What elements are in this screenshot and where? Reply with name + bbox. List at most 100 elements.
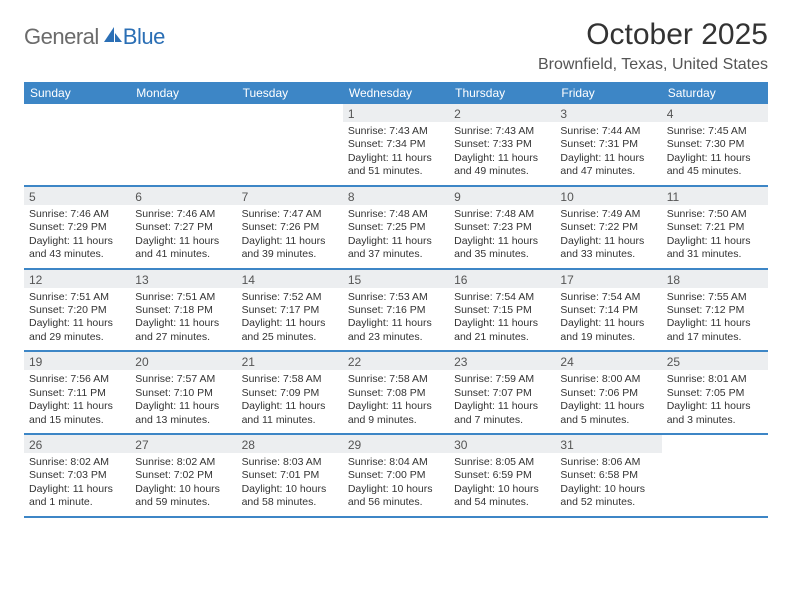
sunrise-text: Sunrise: 7:49 AM	[560, 208, 656, 221]
day-cell	[24, 104, 130, 185]
day-number: 23	[449, 352, 555, 370]
daylight-text: Daylight: 11 hours and 13 minutes.	[135, 400, 231, 427]
sunrise-text: Sunrise: 7:59 AM	[454, 373, 550, 386]
sunset-text: Sunset: 7:00 PM	[348, 469, 444, 482]
day-body: Sunrise: 7:52 AMSunset: 7:17 PMDaylight:…	[237, 288, 343, 351]
day-body: Sunrise: 7:46 AMSunset: 7:27 PMDaylight:…	[130, 205, 236, 268]
day-number	[237, 104, 343, 122]
day-cell: 26Sunrise: 8:02 AMSunset: 7:03 PMDayligh…	[24, 435, 130, 516]
daylight-text: Daylight: 11 hours and 45 minutes.	[667, 152, 763, 179]
day-number: 21	[237, 352, 343, 370]
daylight-text: Daylight: 11 hours and 1 minute.	[29, 483, 125, 510]
day-number: 17	[555, 270, 661, 288]
day-cell: 27Sunrise: 8:02 AMSunset: 7:02 PMDayligh…	[130, 435, 236, 516]
day-cell	[130, 104, 236, 185]
calendar-page: General Blue October 2025 Brownfield, Te…	[0, 0, 792, 518]
day-cell: 25Sunrise: 8:01 AMSunset: 7:05 PMDayligh…	[662, 352, 768, 433]
day-number: 15	[343, 270, 449, 288]
daylight-text: Daylight: 11 hours and 5 minutes.	[560, 400, 656, 427]
sunrise-text: Sunrise: 8:05 AM	[454, 456, 550, 469]
day-body: Sunrise: 7:46 AMSunset: 7:29 PMDaylight:…	[24, 205, 130, 268]
day-cell: 3Sunrise: 7:44 AMSunset: 7:31 PMDaylight…	[555, 104, 661, 185]
day-body: Sunrise: 8:05 AMSunset: 6:59 PMDaylight:…	[449, 453, 555, 516]
day-body	[662, 453, 768, 511]
sunset-text: Sunset: 7:07 PM	[454, 387, 550, 400]
sunrise-text: Sunrise: 7:43 AM	[454, 125, 550, 138]
sunrise-text: Sunrise: 7:46 AM	[135, 208, 231, 221]
sunset-text: Sunset: 7:26 PM	[242, 221, 338, 234]
day-cell: 19Sunrise: 7:56 AMSunset: 7:11 PMDayligh…	[24, 352, 130, 433]
daylight-text: Daylight: 11 hours and 21 minutes.	[454, 317, 550, 344]
day-body: Sunrise: 7:56 AMSunset: 7:11 PMDaylight:…	[24, 370, 130, 433]
weekday-header: Tuesday	[237, 82, 343, 104]
location-text: Brownfield, Texas, United States	[538, 56, 768, 74]
sunset-text: Sunset: 7:10 PM	[135, 387, 231, 400]
day-number: 7	[237, 187, 343, 205]
daylight-text: Daylight: 11 hours and 49 minutes.	[454, 152, 550, 179]
day-number: 10	[555, 187, 661, 205]
daylight-text: Daylight: 11 hours and 29 minutes.	[29, 317, 125, 344]
daylight-text: Daylight: 11 hours and 11 minutes.	[242, 400, 338, 427]
daylight-text: Daylight: 11 hours and 37 minutes.	[348, 235, 444, 262]
daylight-text: Daylight: 11 hours and 25 minutes.	[242, 317, 338, 344]
day-cell: 6Sunrise: 7:46 AMSunset: 7:27 PMDaylight…	[130, 187, 236, 268]
day-number: 6	[130, 187, 236, 205]
weekday-header: Monday	[130, 82, 236, 104]
day-body: Sunrise: 7:54 AMSunset: 7:14 PMDaylight:…	[555, 288, 661, 351]
day-number: 27	[130, 435, 236, 453]
day-number: 28	[237, 435, 343, 453]
day-number: 13	[130, 270, 236, 288]
day-cell: 22Sunrise: 7:58 AMSunset: 7:08 PMDayligh…	[343, 352, 449, 433]
day-number	[130, 104, 236, 122]
day-cell: 12Sunrise: 7:51 AMSunset: 7:20 PMDayligh…	[24, 270, 130, 351]
sunrise-text: Sunrise: 8:00 AM	[560, 373, 656, 386]
sunset-text: Sunset: 7:27 PM	[135, 221, 231, 234]
day-cell: 1Sunrise: 7:43 AMSunset: 7:34 PMDaylight…	[343, 104, 449, 185]
daylight-text: Daylight: 10 hours and 59 minutes.	[135, 483, 231, 510]
day-cell: 18Sunrise: 7:55 AMSunset: 7:12 PMDayligh…	[662, 270, 768, 351]
daylight-text: Daylight: 11 hours and 41 minutes.	[135, 235, 231, 262]
day-number: 29	[343, 435, 449, 453]
day-body: Sunrise: 7:51 AMSunset: 7:20 PMDaylight:…	[24, 288, 130, 351]
day-body: Sunrise: 8:04 AMSunset: 7:00 PMDaylight:…	[343, 453, 449, 516]
sunrise-text: Sunrise: 8:02 AM	[135, 456, 231, 469]
sunset-text: Sunset: 7:14 PM	[560, 304, 656, 317]
daylight-text: Daylight: 10 hours and 56 minutes.	[348, 483, 444, 510]
day-body: Sunrise: 7:55 AMSunset: 7:12 PMDaylight:…	[662, 288, 768, 351]
sunset-text: Sunset: 7:06 PM	[560, 387, 656, 400]
day-body: Sunrise: 7:58 AMSunset: 7:09 PMDaylight:…	[237, 370, 343, 433]
day-cell: 21Sunrise: 7:58 AMSunset: 7:09 PMDayligh…	[237, 352, 343, 433]
sunrise-text: Sunrise: 7:44 AM	[560, 125, 656, 138]
day-number: 3	[555, 104, 661, 122]
daylight-text: Daylight: 11 hours and 39 minutes.	[242, 235, 338, 262]
sunrise-text: Sunrise: 8:04 AM	[348, 456, 444, 469]
day-cell: 11Sunrise: 7:50 AMSunset: 7:21 PMDayligh…	[662, 187, 768, 268]
day-body: Sunrise: 7:48 AMSunset: 7:25 PMDaylight:…	[343, 205, 449, 268]
sunset-text: Sunset: 7:21 PM	[667, 221, 763, 234]
sunset-text: Sunset: 7:09 PM	[242, 387, 338, 400]
page-header: General Blue October 2025 Brownfield, Te…	[24, 18, 768, 74]
day-body: Sunrise: 7:45 AMSunset: 7:30 PMDaylight:…	[662, 122, 768, 185]
day-cell: 5Sunrise: 7:46 AMSunset: 7:29 PMDaylight…	[24, 187, 130, 268]
daylight-text: Daylight: 11 hours and 7 minutes.	[454, 400, 550, 427]
calendar-grid: Sunday Monday Tuesday Wednesday Thursday…	[24, 82, 768, 518]
day-number: 18	[662, 270, 768, 288]
day-number: 14	[237, 270, 343, 288]
sunrise-text: Sunrise: 7:57 AM	[135, 373, 231, 386]
weeks-container: 1Sunrise: 7:43 AMSunset: 7:34 PMDaylight…	[24, 104, 768, 518]
day-body: Sunrise: 7:49 AMSunset: 7:22 PMDaylight:…	[555, 205, 661, 268]
sunset-text: Sunset: 6:59 PM	[454, 469, 550, 482]
sunset-text: Sunset: 7:22 PM	[560, 221, 656, 234]
sunset-text: Sunset: 7:29 PM	[29, 221, 125, 234]
day-number: 12	[24, 270, 130, 288]
sunrise-text: Sunrise: 7:48 AM	[348, 208, 444, 221]
week-row: 19Sunrise: 7:56 AMSunset: 7:11 PMDayligh…	[24, 352, 768, 435]
day-body: Sunrise: 8:02 AMSunset: 7:03 PMDaylight:…	[24, 453, 130, 516]
daylight-text: Daylight: 11 hours and 17 minutes.	[667, 317, 763, 344]
day-body: Sunrise: 7:43 AMSunset: 7:34 PMDaylight:…	[343, 122, 449, 185]
daylight-text: Daylight: 10 hours and 52 minutes.	[560, 483, 656, 510]
day-cell: 24Sunrise: 8:00 AMSunset: 7:06 PMDayligh…	[555, 352, 661, 433]
sunset-text: Sunset: 7:23 PM	[454, 221, 550, 234]
day-cell: 17Sunrise: 7:54 AMSunset: 7:14 PMDayligh…	[555, 270, 661, 351]
sunset-text: Sunset: 7:01 PM	[242, 469, 338, 482]
